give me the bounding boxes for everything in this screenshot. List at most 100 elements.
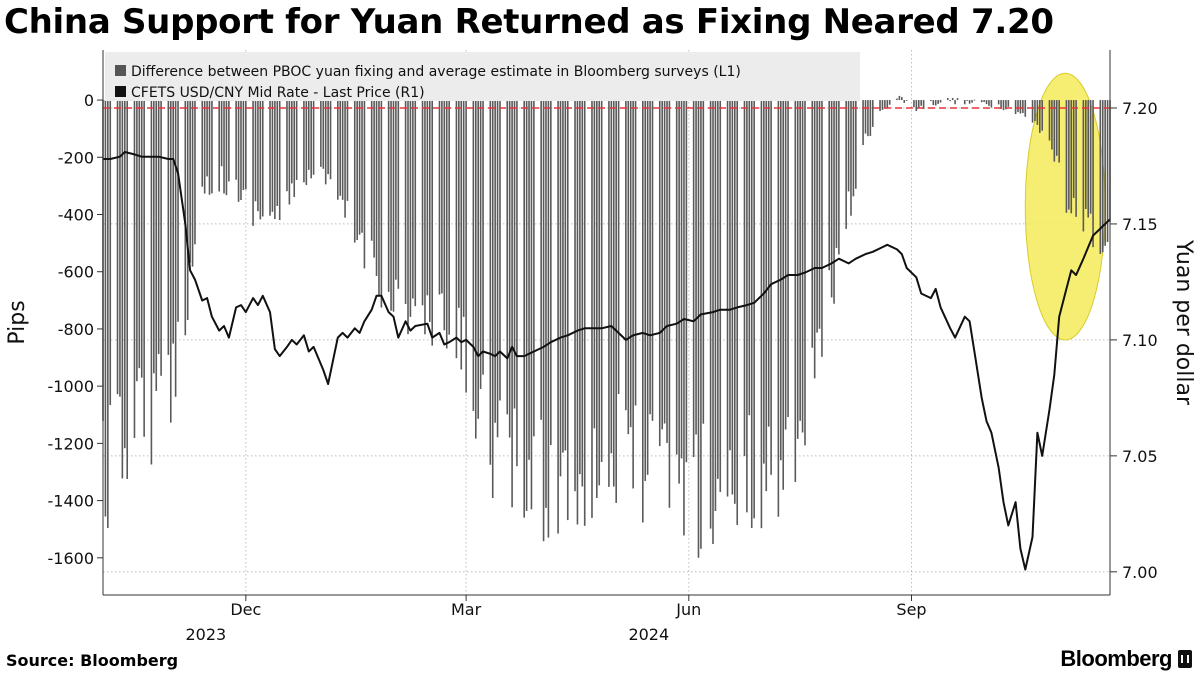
bar-difference (123, 100, 126, 449)
bar-difference (545, 100, 547, 508)
bar-difference (494, 100, 496, 423)
bar-difference (750, 100, 753, 528)
bar-difference (397, 100, 400, 289)
bar-difference (709, 100, 712, 529)
bar-difference (1041, 100, 1044, 131)
bar-difference (421, 100, 424, 306)
bar-difference (886, 100, 889, 109)
bar-difference (412, 100, 414, 299)
bar-difference (700, 100, 702, 549)
bar-difference (644, 100, 647, 481)
x-tick-label: Dec (230, 600, 261, 619)
bar-difference (627, 100, 630, 435)
bar-difference (458, 100, 460, 308)
bar-difference (295, 100, 298, 180)
bar-difference (474, 100, 477, 439)
bar-difference (274, 100, 276, 220)
bar-difference (201, 100, 204, 187)
bar-difference (596, 100, 598, 498)
bar-difference (898, 95, 901, 101)
bar-difference (855, 100, 857, 189)
bar-difference (963, 100, 966, 105)
bar-difference (438, 100, 441, 295)
bar-difference (528, 100, 530, 460)
bar-difference (566, 100, 569, 521)
bar-difference (649, 100, 651, 415)
bar-difference (1022, 100, 1024, 114)
bar-difference (1082, 100, 1085, 232)
bar-difference (847, 100, 850, 192)
bar-difference (513, 100, 516, 409)
bar-difference (576, 100, 579, 525)
bar-difference (257, 100, 259, 212)
bar-difference (252, 100, 254, 226)
x-year-label: 2023 (185, 625, 226, 644)
bar-difference (104, 100, 107, 517)
bar-difference (818, 100, 821, 329)
bar-difference (932, 100, 935, 106)
bar-difference (746, 100, 748, 513)
bar-difference (557, 100, 559, 534)
bar-difference (157, 100, 160, 355)
bar-difference (203, 100, 206, 194)
bar-difference (465, 100, 467, 393)
bar-difference (303, 100, 305, 183)
legend-label-bars: Difference between PBOC yuan fixing and … (131, 64, 741, 80)
bar-difference (143, 100, 145, 437)
bar-difference (678, 100, 680, 484)
bar-difference (828, 100, 831, 271)
bar-difference (784, 100, 787, 430)
bar-difference (956, 98, 959, 101)
bar-difference (1014, 100, 1017, 115)
bar-difference (344, 100, 346, 218)
bar-difference (767, 100, 770, 427)
bar-difference (378, 100, 380, 297)
bar-difference (593, 100, 596, 429)
bar-difference (288, 100, 291, 205)
bar-difference (1039, 100, 1041, 133)
bar-difference (915, 100, 918, 112)
bar-difference (327, 100, 329, 175)
left-tick-label: -200 (58, 148, 94, 167)
bar-difference (901, 97, 903, 101)
bar-difference (610, 100, 613, 454)
bar-difference (663, 100, 666, 424)
bar-difference (801, 100, 804, 433)
bar-difference (973, 99, 976, 101)
bar-difference (1072, 100, 1075, 198)
bar-difference (1075, 100, 1077, 217)
bar-difference (235, 100, 237, 180)
bar-difference (414, 100, 417, 307)
bar-difference (985, 100, 988, 105)
bar-difference (1055, 100, 1058, 156)
bar-difference (375, 100, 378, 276)
bar-difference (291, 100, 293, 184)
bar-difference (167, 100, 170, 355)
bar-difference (1002, 100, 1005, 111)
bar-difference (564, 100, 567, 451)
brand-mark-icon (1178, 650, 1192, 668)
bar-difference (794, 100, 797, 482)
bar-difference (491, 100, 494, 499)
bar-difference (370, 100, 373, 241)
bar-difference (455, 100, 458, 359)
bar-difference (583, 100, 586, 526)
bar-difference (850, 100, 852, 216)
chart-title: China Support for Yuan Returned as Fixin… (4, 2, 1054, 42)
bar-difference (261, 100, 264, 217)
bar-difference (1000, 100, 1002, 109)
bar-difference (1092, 100, 1094, 248)
bar-difference (813, 100, 816, 379)
bar-difference (228, 100, 230, 182)
bar-difference (835, 100, 838, 248)
bar-difference (1031, 100, 1034, 123)
bar-difference (966, 100, 968, 101)
bar-difference (225, 100, 228, 196)
bar-difference (997, 100, 1000, 105)
bar-difference (685, 100, 688, 463)
bar-difference (479, 100, 482, 389)
bar-difference (254, 100, 257, 202)
bar-difference (177, 100, 179, 322)
bar-difference (733, 100, 736, 504)
